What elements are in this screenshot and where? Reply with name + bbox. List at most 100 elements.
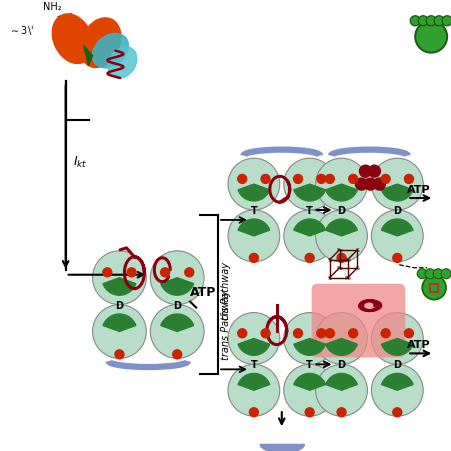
Circle shape bbox=[354, 179, 367, 191]
Wedge shape bbox=[103, 278, 136, 295]
Text: ATP: ATP bbox=[406, 340, 430, 350]
Wedge shape bbox=[238, 339, 269, 355]
Text: Fe: Fe bbox=[335, 266, 342, 271]
Text: T: T bbox=[250, 359, 257, 369]
Circle shape bbox=[380, 329, 389, 338]
Circle shape bbox=[227, 364, 279, 416]
Circle shape bbox=[404, 175, 413, 184]
Circle shape bbox=[424, 269, 434, 279]
Circle shape bbox=[316, 329, 325, 338]
Circle shape bbox=[150, 305, 204, 359]
Circle shape bbox=[103, 268, 111, 277]
Circle shape bbox=[283, 159, 335, 211]
Circle shape bbox=[293, 329, 302, 338]
Text: ATP: ATP bbox=[406, 184, 430, 195]
Polygon shape bbox=[83, 46, 92, 66]
Text: D: D bbox=[392, 206, 400, 216]
Text: Fe: Fe bbox=[343, 276, 350, 281]
Text: T: T bbox=[306, 206, 313, 216]
Circle shape bbox=[371, 159, 422, 211]
Circle shape bbox=[249, 254, 258, 263]
Circle shape bbox=[237, 175, 246, 184]
Circle shape bbox=[150, 251, 204, 305]
Wedge shape bbox=[161, 314, 193, 332]
Ellipse shape bbox=[52, 15, 93, 64]
Circle shape bbox=[414, 22, 446, 54]
Wedge shape bbox=[293, 184, 325, 202]
Circle shape bbox=[92, 305, 146, 359]
Circle shape bbox=[432, 269, 442, 279]
Wedge shape bbox=[103, 314, 136, 332]
Circle shape bbox=[315, 211, 367, 262]
Ellipse shape bbox=[92, 34, 128, 69]
Circle shape bbox=[325, 329, 334, 338]
Text: T: T bbox=[250, 206, 257, 216]
Circle shape bbox=[336, 408, 345, 417]
Circle shape bbox=[404, 329, 413, 338]
Ellipse shape bbox=[80, 19, 120, 68]
Wedge shape bbox=[238, 184, 269, 202]
Circle shape bbox=[371, 364, 422, 416]
Circle shape bbox=[237, 329, 246, 338]
Circle shape bbox=[172, 350, 181, 359]
Wedge shape bbox=[381, 184, 412, 202]
Circle shape bbox=[371, 211, 422, 262]
Circle shape bbox=[325, 175, 334, 184]
Text: $\sim$3\': $\sim$3\' bbox=[9, 23, 34, 37]
Circle shape bbox=[380, 175, 389, 184]
Circle shape bbox=[115, 350, 124, 359]
Wedge shape bbox=[293, 339, 325, 355]
Text: D: D bbox=[337, 206, 345, 216]
Circle shape bbox=[283, 211, 335, 262]
Wedge shape bbox=[381, 220, 412, 236]
Text: T: T bbox=[306, 359, 313, 369]
Text: D: D bbox=[337, 359, 345, 369]
Circle shape bbox=[416, 269, 426, 279]
Wedge shape bbox=[293, 373, 325, 391]
Circle shape bbox=[293, 175, 302, 184]
Circle shape bbox=[227, 313, 279, 364]
Text: S: S bbox=[355, 248, 359, 253]
Wedge shape bbox=[238, 373, 269, 391]
FancyBboxPatch shape bbox=[311, 284, 405, 358]
Circle shape bbox=[348, 329, 357, 338]
Text: trans Pathway: trans Pathway bbox=[221, 290, 230, 359]
Text: S: S bbox=[355, 266, 359, 271]
Text: D: D bbox=[392, 359, 400, 369]
Wedge shape bbox=[325, 184, 357, 202]
Ellipse shape bbox=[108, 48, 137, 79]
Circle shape bbox=[336, 254, 345, 263]
Circle shape bbox=[261, 175, 269, 184]
Circle shape bbox=[392, 254, 401, 263]
Bar bbox=[429, 284, 437, 292]
Circle shape bbox=[417, 17, 427, 27]
Circle shape bbox=[368, 166, 380, 178]
Circle shape bbox=[373, 179, 385, 191]
Circle shape bbox=[440, 269, 450, 279]
Text: S: S bbox=[327, 258, 331, 262]
Text: ATP: ATP bbox=[190, 285, 216, 298]
Circle shape bbox=[304, 254, 313, 263]
Circle shape bbox=[315, 364, 367, 416]
Circle shape bbox=[425, 17, 435, 27]
Circle shape bbox=[433, 17, 443, 27]
Wedge shape bbox=[325, 220, 357, 236]
Wedge shape bbox=[381, 339, 412, 355]
Circle shape bbox=[261, 329, 269, 338]
Wedge shape bbox=[381, 373, 412, 391]
Text: Fe: Fe bbox=[335, 248, 342, 253]
Text: NH₂: NH₂ bbox=[43, 2, 61, 12]
Circle shape bbox=[315, 159, 367, 211]
Circle shape bbox=[283, 313, 335, 364]
Text: D: D bbox=[115, 300, 123, 310]
Circle shape bbox=[227, 211, 279, 262]
Circle shape bbox=[315, 313, 367, 364]
Wedge shape bbox=[325, 373, 357, 391]
Circle shape bbox=[364, 179, 376, 191]
Text: Fe: Fe bbox=[343, 258, 350, 262]
Circle shape bbox=[392, 408, 401, 417]
Circle shape bbox=[227, 159, 279, 211]
Circle shape bbox=[249, 408, 258, 417]
Circle shape bbox=[283, 364, 335, 416]
Text: cis Pathway: cis Pathway bbox=[221, 261, 230, 319]
